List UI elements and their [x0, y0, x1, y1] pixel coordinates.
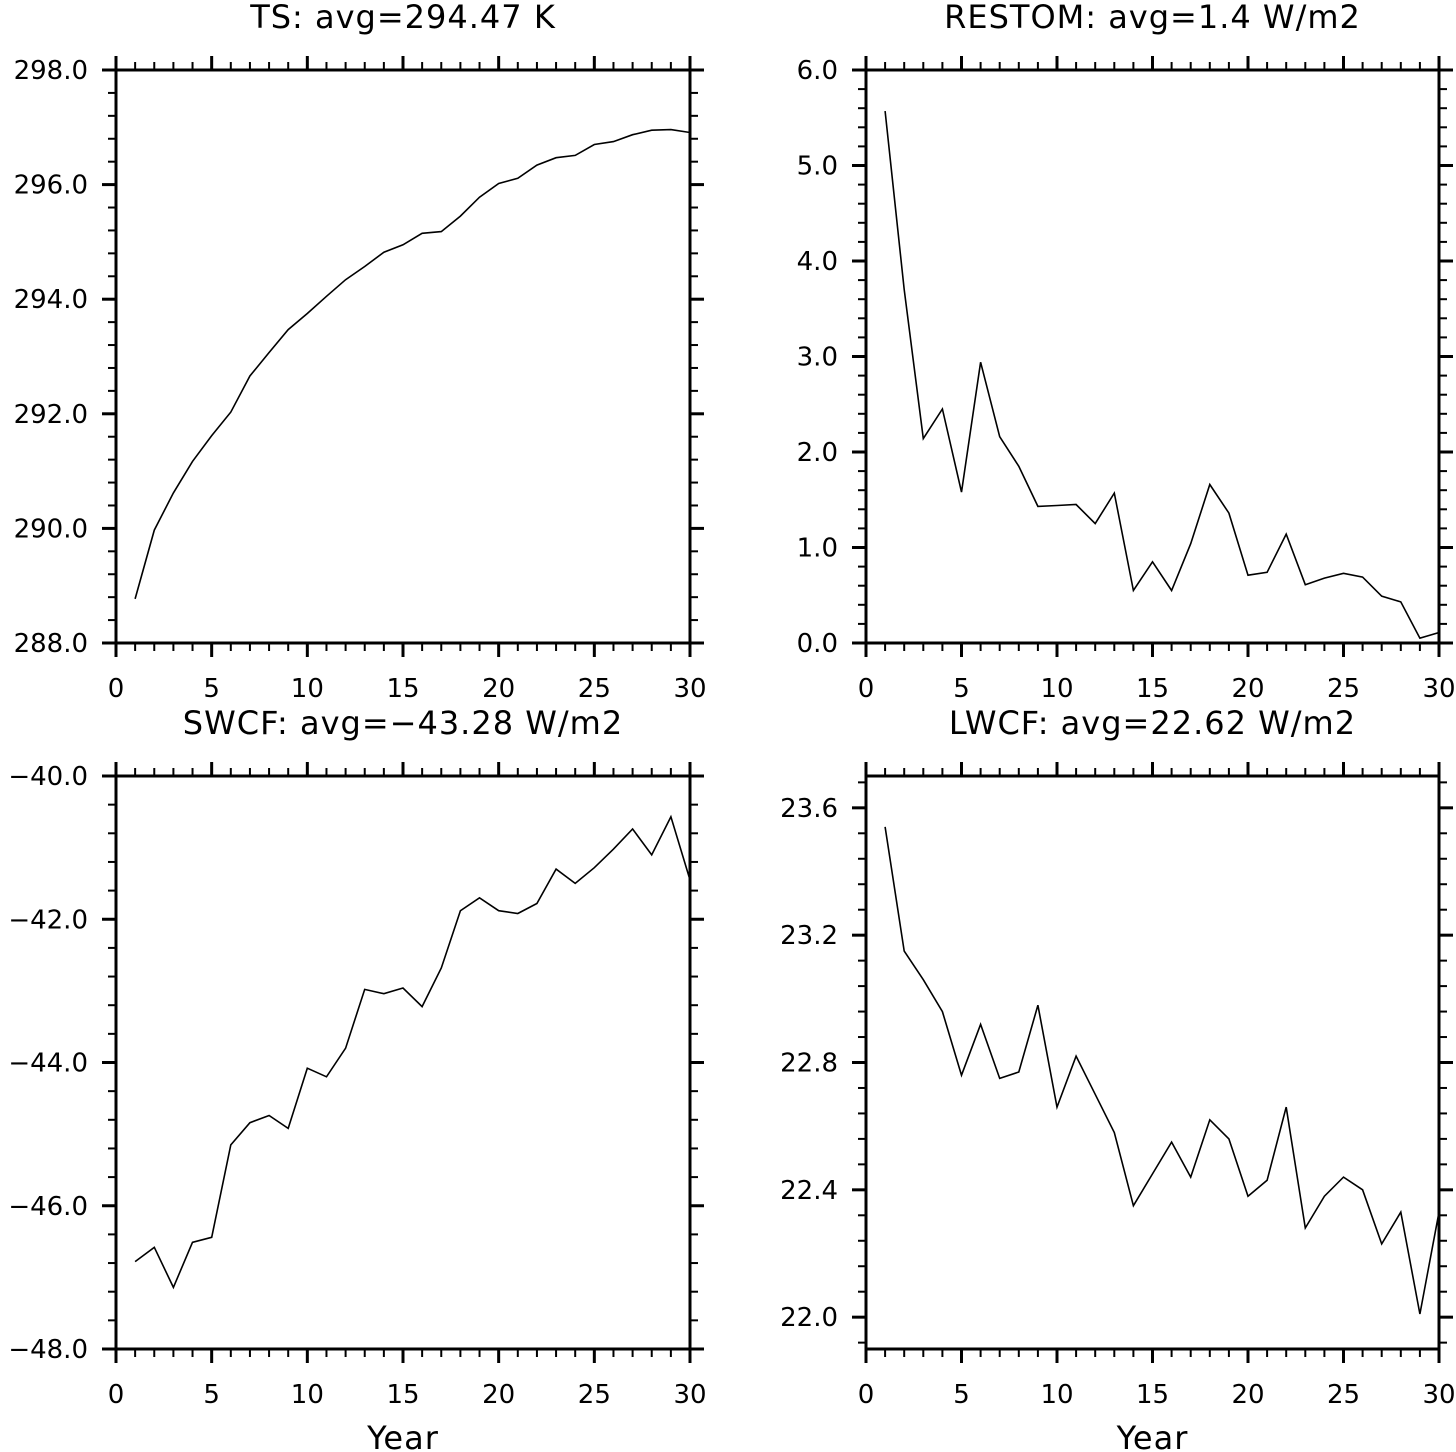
panel-3: SWCF: avg=−43.28 W/m2 0 5 10 15 20 25 30 −48.0 −4… — [8, 704, 706, 1452]
x-axis-label: Year — [1116, 1419, 1189, 1452]
panel-4: LWCF: avg=22.62 W/m2 0 5 10 15 20 25 30 22.0 22.4… — [780, 704, 1455, 1452]
x-tick-label: 15 — [1136, 1380, 1169, 1410]
plot-frame — [114, 68, 692, 645]
x-tick-label: 25 — [578, 1380, 611, 1410]
y-tick-label: −44.0 — [8, 1049, 88, 1079]
y-tick-label: 23.2 — [780, 921, 838, 951]
x-tick-label: 0 — [858, 1380, 875, 1410]
x-tick-label: 5 — [953, 674, 970, 704]
x-tick-label: 10 — [1040, 674, 1073, 704]
y-tick-label: 294.0 — [14, 285, 88, 315]
panel-1: TS: avg=294.47 K 0 5 10 15 20 25 30 288.0 290.0 29… — [14, 0, 707, 704]
y-tick-label: −48.0 — [8, 1335, 88, 1365]
y-tick-label: −42.0 — [8, 905, 88, 935]
x-tick-label: 5 — [203, 674, 220, 704]
y-tick-label: −40.0 — [8, 762, 88, 792]
y-tick-label: 298.0 — [14, 56, 88, 86]
x-tick-label: 5 — [203, 1380, 220, 1410]
x-tick-label: 30 — [1422, 1380, 1455, 1410]
y-tick-label: 2.0 — [797, 438, 838, 468]
x-tick-label: 0 — [858, 674, 875, 704]
series-line — [884, 111, 1439, 640]
x-tick-label: 25 — [1327, 674, 1360, 704]
y-tick-label: 3.0 — [797, 343, 838, 373]
x-tick-label: 20 — [1231, 674, 1264, 704]
y-tick-label: 5.0 — [797, 152, 838, 182]
y-tick-label: 0.0 — [797, 629, 838, 659]
x-tick-label: 10 — [291, 674, 324, 704]
y-tick-label: 22.4 — [780, 1176, 838, 1206]
x-tick-label: 0 — [108, 1380, 125, 1410]
x-axis-label: Year — [366, 1419, 439, 1452]
y-tick-label: 290.0 — [14, 514, 88, 544]
x-tick-label: 25 — [1327, 1380, 1360, 1410]
x-tick-label: 0 — [108, 674, 125, 704]
x-tick-label: 15 — [386, 674, 419, 704]
chart-title: SWCF: avg=−43.28 W/m2 — [183, 704, 623, 742]
series-line — [134, 814, 690, 1290]
x-tick-label: 30 — [673, 674, 706, 704]
y-tick-label: 22.8 — [780, 1049, 838, 1079]
panel-2: RESTOM: avg=1.4 W/m2 0 5 10 15 20 25 30 0.0 1.0 2.… — [797, 0, 1456, 704]
y-tick-label: 6.0 — [797, 56, 838, 86]
y-tick-label: 1.0 — [797, 534, 838, 564]
series-line — [134, 128, 690, 600]
x-tick-label: 20 — [482, 1380, 515, 1410]
y-tick-label: 292.0 — [14, 400, 88, 430]
x-tick-label: 20 — [1231, 1380, 1264, 1410]
y-tick-label: −46.0 — [8, 1192, 88, 1222]
x-tick-label: 15 — [386, 1380, 419, 1410]
y-tick-label: 23.6 — [780, 794, 838, 824]
plot-frame — [114, 774, 692, 1351]
x-tick-label: 10 — [291, 1380, 324, 1410]
x-tick-label: 5 — [953, 1380, 970, 1410]
series-line — [884, 826, 1439, 1315]
y-tick-label: 288.0 — [14, 629, 88, 659]
y-tick-label: 4.0 — [797, 247, 838, 277]
y-tick-label: 22.0 — [780, 1303, 838, 1333]
chart-title: RESTOM: avg=1.4 W/m2 — [944, 0, 1361, 36]
x-tick-label: 25 — [578, 674, 611, 704]
plot-frame — [864, 68, 1441, 645]
chart-title: LWCF: avg=22.62 W/m2 — [949, 704, 1356, 742]
chart-title: TS: avg=294.47 K — [249, 0, 556, 36]
x-tick-label: 30 — [673, 1380, 706, 1410]
x-tick-label: 10 — [1040, 1380, 1073, 1410]
x-tick-label: 15 — [1136, 674, 1169, 704]
x-tick-label: 20 — [482, 674, 515, 704]
y-tick-label: 296.0 — [14, 171, 88, 201]
plot-frame — [864, 774, 1441, 1351]
x-tick-label: 30 — [1422, 674, 1455, 704]
